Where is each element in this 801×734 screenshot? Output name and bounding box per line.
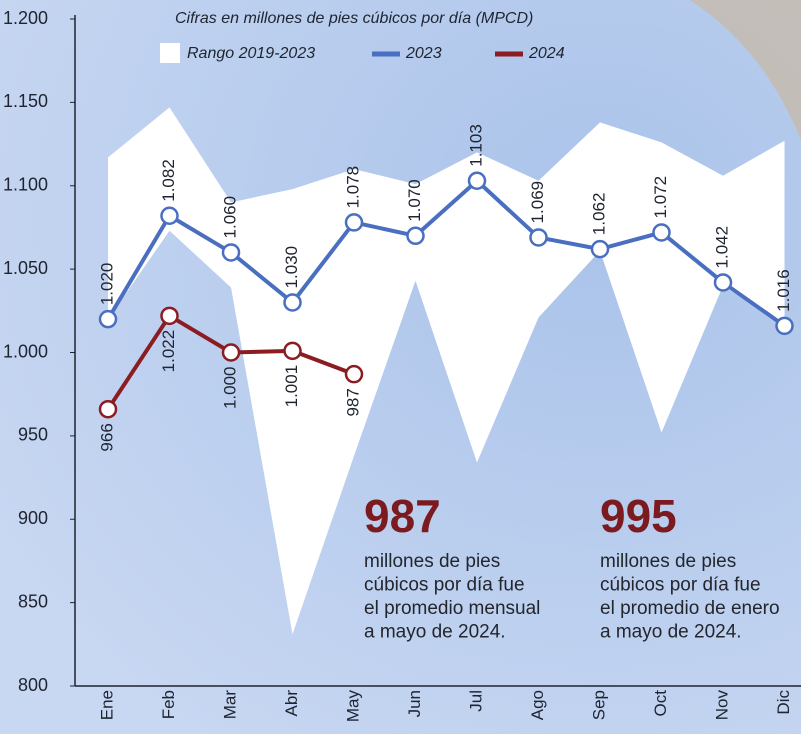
point bbox=[531, 229, 547, 245]
y-tick-label: 900 bbox=[18, 508, 48, 528]
legend-label: 2024 bbox=[528, 45, 565, 62]
data-label: 1.060 bbox=[220, 196, 239, 239]
point bbox=[654, 224, 670, 240]
point bbox=[408, 228, 424, 244]
data-label: 1.078 bbox=[343, 166, 362, 209]
data-label: 1.062 bbox=[589, 193, 608, 236]
y-tick-label: 800 bbox=[18, 675, 48, 695]
annotation-value: 995 bbox=[600, 490, 677, 542]
annotation-text: cúbicos por día fue bbox=[600, 575, 761, 596]
data-label: 1.042 bbox=[712, 226, 731, 269]
x-tick-label: Jun bbox=[405, 690, 424, 717]
x-tick-label: May bbox=[343, 690, 362, 723]
data-label: 987 bbox=[343, 388, 362, 416]
y-tick-label: 1.150 bbox=[3, 91, 48, 111]
annotation-value: 987 bbox=[364, 490, 441, 542]
point bbox=[285, 294, 301, 310]
annotation-text: cúbicos por día fue bbox=[364, 575, 525, 596]
chart: Cifras en millones de pies cúbicos por d… bbox=[0, 0, 801, 734]
x-tick-label: Dic bbox=[774, 690, 793, 715]
data-label: 1.103 bbox=[466, 124, 485, 167]
point bbox=[346, 366, 362, 382]
annotation-text: millones de pies bbox=[364, 551, 500, 572]
y-tick-label: 850 bbox=[18, 591, 48, 611]
x-tick-label: Sep bbox=[589, 690, 608, 720]
x-tick-label: Jul bbox=[466, 690, 485, 712]
point bbox=[469, 173, 485, 189]
data-label: 1.082 bbox=[159, 159, 178, 202]
x-tick-label: Nov bbox=[712, 690, 731, 721]
legend-swatch bbox=[160, 43, 180, 63]
annotation-text: a mayo de 2024. bbox=[600, 622, 742, 643]
data-label: 1.072 bbox=[651, 176, 670, 219]
x-tick-label: Mar bbox=[220, 690, 239, 720]
data-label: 1.030 bbox=[282, 246, 301, 289]
annotation-text: a mayo de 2024. bbox=[364, 622, 506, 643]
x-tick-label: Ago bbox=[528, 690, 547, 720]
point bbox=[100, 401, 116, 417]
y-tick-label: 1.100 bbox=[3, 175, 48, 195]
subtitle: Cifras en millones de pies cúbicos por d… bbox=[175, 10, 533, 27]
data-label: 966 bbox=[97, 423, 116, 451]
data-label: 1.020 bbox=[97, 263, 116, 306]
y-tick-label: 1.050 bbox=[3, 258, 48, 278]
data-label: 1.016 bbox=[774, 269, 793, 312]
y-tick-label: 1.200 bbox=[3, 8, 48, 28]
point bbox=[162, 208, 178, 224]
point bbox=[777, 318, 793, 334]
point bbox=[346, 214, 362, 230]
point bbox=[592, 241, 608, 257]
point bbox=[223, 244, 239, 260]
y-tick-label: 1.000 bbox=[3, 341, 48, 361]
data-label: 1.069 bbox=[528, 181, 547, 224]
annotation-text: el promedio de enero bbox=[600, 598, 780, 619]
point bbox=[162, 308, 178, 324]
x-tick-label: Oct bbox=[651, 690, 670, 717]
annotation-text: millones de pies bbox=[600, 551, 736, 572]
point bbox=[285, 343, 301, 359]
data-label: 1.022 bbox=[159, 330, 178, 373]
data-label: 1.070 bbox=[405, 179, 424, 222]
point bbox=[715, 274, 731, 290]
x-tick-label: Abr bbox=[282, 690, 301, 717]
y-tick-label: 950 bbox=[18, 425, 48, 445]
data-label: 1.000 bbox=[220, 367, 239, 410]
page: {"chart_data": {"type": "line", "subtitl… bbox=[0, 0, 801, 734]
point bbox=[100, 311, 116, 327]
annotation-text: el promedio mensual bbox=[364, 598, 540, 619]
legend-label: 2023 bbox=[405, 45, 442, 62]
point bbox=[223, 345, 239, 361]
x-tick-label: Feb bbox=[159, 690, 178, 719]
legend-label: Rango 2019-2023 bbox=[187, 45, 315, 62]
x-tick-label: Ene bbox=[97, 690, 116, 720]
data-label: 1.001 bbox=[282, 365, 301, 408]
